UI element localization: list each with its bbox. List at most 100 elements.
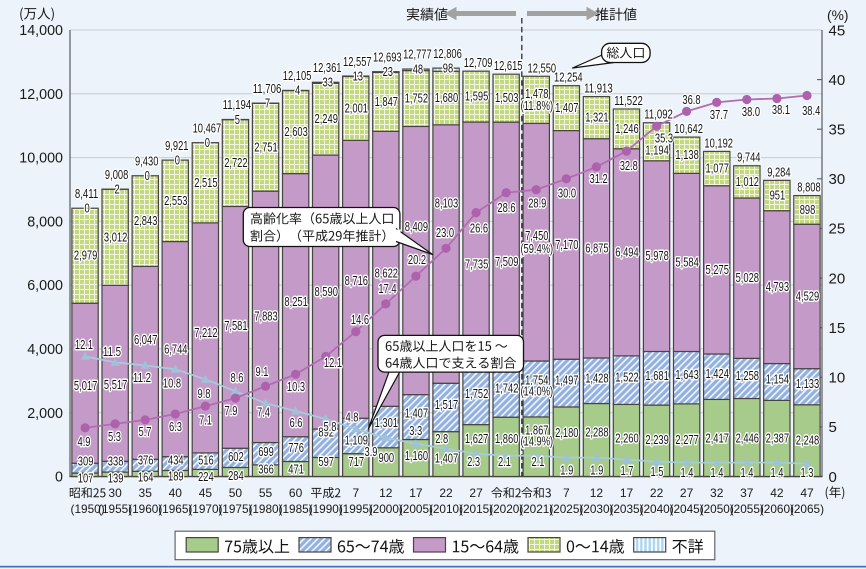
svg-text:471: 471 [288,462,304,477]
svg-text:1,258: 1,258 [736,368,759,383]
svg-text:48: 48 [413,61,423,76]
svg-text:12,557: 12,557 [343,54,372,69]
svg-text:(1970): (1970) [188,502,222,516]
svg-text:699: 699 [258,444,274,459]
svg-text:60: 60 [289,486,303,500]
svg-text:2.3: 2.3 [467,454,480,469]
svg-text:0: 0 [175,152,180,167]
svg-text:8,251: 8,251 [284,294,307,309]
svg-text:7,509: 7,509 [495,254,518,269]
svg-text:11,522: 11,522 [614,93,643,108]
svg-text:1,742: 1,742 [495,381,518,396]
svg-text:10.3: 10.3 [287,379,305,394]
svg-text:42: 42 [770,486,784,500]
svg-text:2,288: 2,288 [585,424,608,439]
svg-text:2,722: 2,722 [224,155,247,170]
svg-text:1,133: 1,133 [796,376,819,391]
svg-text:1,321: 1,321 [585,110,608,125]
svg-text:7,581: 7,581 [224,318,247,333]
svg-text:32: 32 [710,486,724,500]
svg-text:892: 892 [318,425,334,440]
svg-text:2,248: 2,248 [796,432,819,447]
svg-text:3.9: 3.9 [365,444,378,459]
svg-text:10: 10 [829,370,846,387]
svg-text:1.3: 1.3 [801,465,814,480]
svg-text:98: 98 [443,60,453,75]
svg-text:1,754: 1,754 [525,372,548,387]
svg-text:10.8: 10.8 [163,376,181,391]
svg-text:1.7: 1.7 [621,463,634,478]
svg-text:2,180: 2,180 [555,425,578,440]
svg-text:0: 0 [145,168,150,183]
svg-text:1,246: 1,246 [615,121,638,136]
svg-text:1.5: 1.5 [651,464,664,479]
svg-text:3,012: 3,012 [104,229,127,244]
svg-text:(2005): (2005) [399,502,433,516]
svg-text:1,478: 1,478 [525,86,548,101]
svg-text:3.3: 3.3 [409,423,422,438]
svg-text:(2050): (2050) [700,502,734,516]
svg-text:(11.8%): (11.8%) [520,98,553,113]
svg-text:33: 33 [323,75,333,90]
svg-text:776: 776 [288,440,304,455]
svg-text:14.6: 14.6 [351,312,369,327]
svg-text:1,867: 1,867 [525,422,548,437]
svg-text:10,192: 10,192 [704,135,733,150]
svg-text:(2055): (2055) [730,502,764,516]
svg-text:50: 50 [229,486,243,500]
svg-text:1,407: 1,407 [405,406,428,421]
svg-text:5.3: 5.3 [108,429,121,444]
svg-text:6.6: 6.6 [290,415,303,430]
svg-text:12,254: 12,254 [554,70,583,85]
svg-text:30.0: 30.0 [558,185,576,200]
svg-text:0: 0 [55,470,63,486]
svg-text:2,000: 2,000 [27,406,63,422]
svg-text:(14.9%): (14.9%) [520,434,553,449]
svg-text:1,522: 1,522 [615,370,638,385]
svg-text:1,643: 1,643 [675,367,698,382]
svg-text:5,978: 5,978 [645,248,668,263]
svg-text:1,860: 1,860 [495,431,518,446]
svg-text:12,361: 12,361 [313,60,342,75]
svg-text:8,590: 8,590 [315,284,338,299]
svg-text:434: 434 [168,453,184,468]
svg-text:1,503: 1,503 [495,90,518,105]
svg-text:38.1: 38.1 [772,102,790,117]
svg-text:9,744: 9,744 [737,150,760,165]
svg-text:13: 13 [353,68,363,83]
svg-text:38.4: 38.4 [802,103,820,118]
svg-text:7,212: 7,212 [194,325,217,340]
svg-text:7,450: 7,450 [525,228,548,243]
svg-text:1,012: 1,012 [736,174,759,189]
svg-text:12,615: 12,615 [494,58,523,73]
svg-text:1,627: 1,627 [465,431,488,446]
svg-text:(1985): (1985) [279,502,313,516]
svg-text:1,497: 1,497 [555,373,578,388]
svg-text:28.9: 28.9 [528,195,546,210]
svg-text:(%): (%) [827,8,848,23]
svg-text:(2021): (2021) [519,502,553,516]
svg-text:20: 20 [829,270,846,287]
svg-text:(2015): (2015) [459,502,493,516]
svg-text:2,239: 2,239 [645,432,668,447]
svg-text:55: 55 [259,486,273,500]
svg-text:15: 15 [829,320,846,337]
svg-text:(14.0%): (14.0%) [520,384,553,399]
svg-text:1.4: 1.4 [741,465,754,480]
svg-text:10,467: 10,467 [193,120,222,135]
svg-text:2.8: 2.8 [435,431,448,446]
svg-text:602: 602 [228,449,244,464]
svg-text:2,515: 2,515 [194,175,217,190]
svg-text:11,194: 11,194 [223,97,252,112]
svg-text:12.1: 12.1 [75,337,93,352]
svg-text:35.3: 35.3 [655,131,673,146]
svg-text:(2060): (2060) [760,502,794,516]
svg-text:12.1: 12.1 [324,355,342,370]
svg-text:0: 0 [829,469,837,486]
svg-text:6,875: 6,875 [585,240,608,255]
svg-text:8,411: 8,411 [75,186,98,201]
svg-text:9.8: 9.8 [198,386,211,401]
svg-text:(59.4%): (59.4%) [520,241,553,256]
svg-text:36.8: 36.8 [682,92,700,107]
svg-text:0: 0 [85,201,90,216]
